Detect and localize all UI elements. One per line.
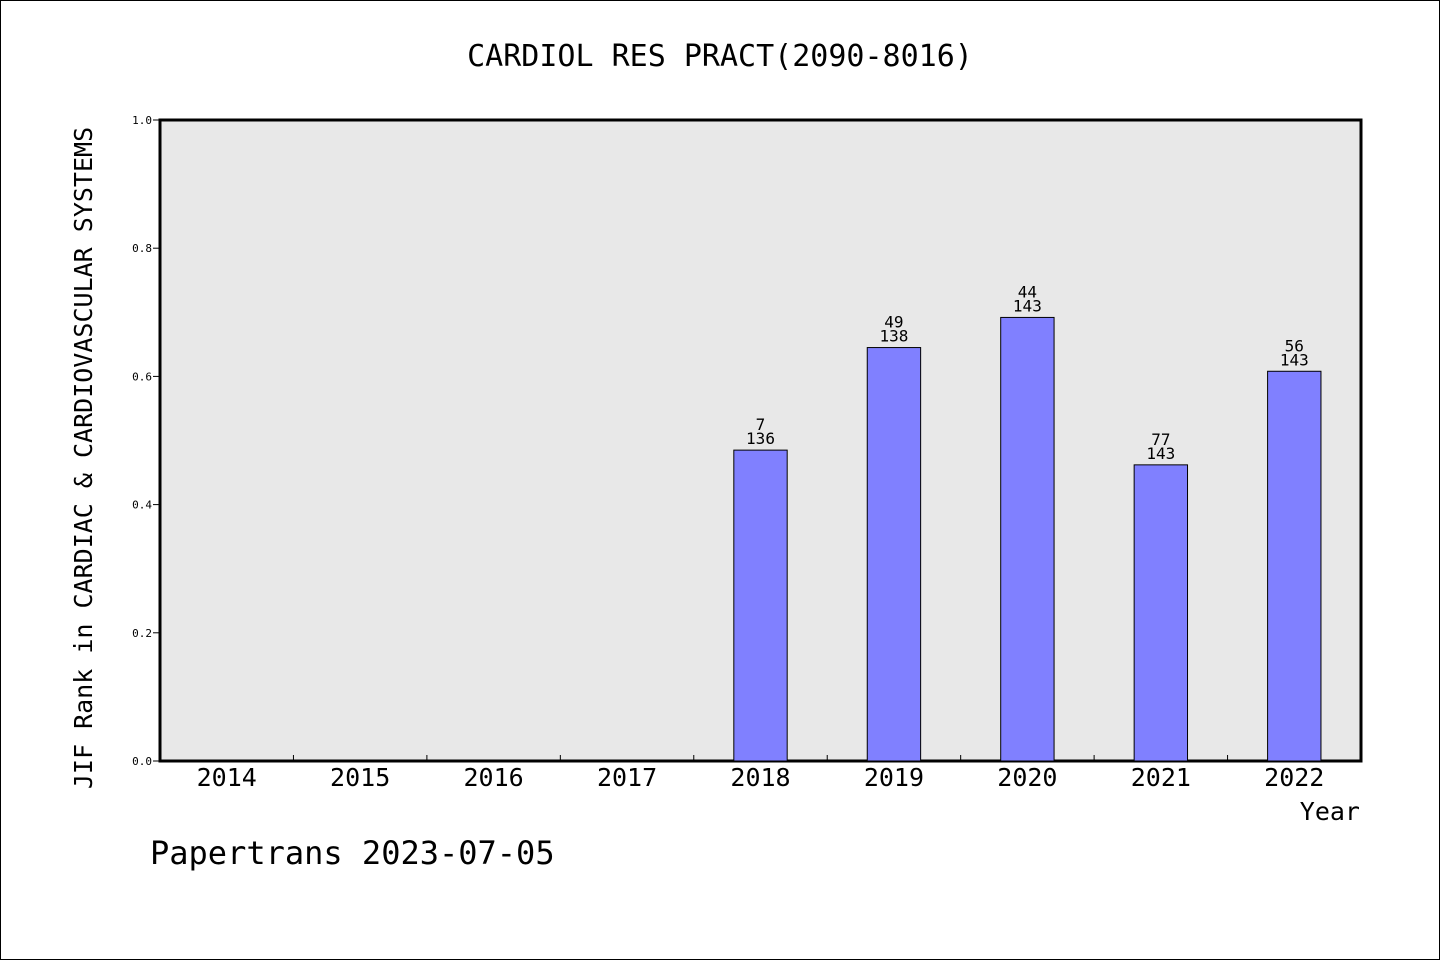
x-tick-label: 2018 xyxy=(730,763,790,792)
bar-label-total: 143 xyxy=(1146,444,1175,463)
bar xyxy=(733,449,788,762)
bar xyxy=(1133,464,1189,762)
bar-label-total: 138 xyxy=(879,327,908,346)
bar-label-rank: 49 xyxy=(884,313,903,332)
x-axis-label: Year xyxy=(1300,797,1360,826)
y-tick-label: 0.4 xyxy=(132,499,152,512)
y-axis-ticks: 0.0 0.2 0.4 0.6 0.8 1.0 xyxy=(132,114,160,768)
bar-label-rank: 77 xyxy=(1151,430,1170,449)
chart-title: CARDIOL RES PRACT(2090-8016) xyxy=(467,39,973,74)
bars xyxy=(733,316,1322,762)
y-tick-label: 0.0 xyxy=(132,755,152,768)
x-axis-ticks: 2014 2015 2016 2017 2018 2019 2020 2021 2022 xyxy=(197,755,1324,792)
bar-label-rank: 56 xyxy=(1285,336,1304,355)
x-tick-label: 2017 xyxy=(597,763,657,792)
x-tick-label: 2015 xyxy=(330,763,390,792)
bar xyxy=(1267,370,1322,762)
x-tick-label: 2020 xyxy=(997,763,1057,792)
bar-label-rank: 44 xyxy=(1018,282,1037,301)
x-tick-label: 2022 xyxy=(1264,763,1324,792)
y-tick-label: 0.6 xyxy=(132,370,152,383)
bar xyxy=(866,347,922,762)
x-tick-label: 2021 xyxy=(1131,763,1191,792)
bar-label-total: 136 xyxy=(746,429,775,448)
bar xyxy=(1000,316,1055,762)
y-tick-label: 0.8 xyxy=(132,242,152,255)
x-tick-label: 2019 xyxy=(864,763,924,792)
x-tick-label: 2014 xyxy=(197,763,257,792)
bar-label-total: 143 xyxy=(1013,296,1042,315)
footer-credit: Papertrans 2023-07-05 xyxy=(150,834,555,872)
y-tick-label: 0.2 xyxy=(132,627,152,640)
x-tick-label: 2016 xyxy=(464,763,524,792)
y-axis-label: JIF Rank in CARDIAC & CARDIOVASCULAR SYS… xyxy=(69,127,98,789)
bar-label-total: 143 xyxy=(1280,350,1309,369)
bar-label-rank: 7 xyxy=(756,415,766,434)
y-tick-label: 1.0 xyxy=(132,114,152,127)
